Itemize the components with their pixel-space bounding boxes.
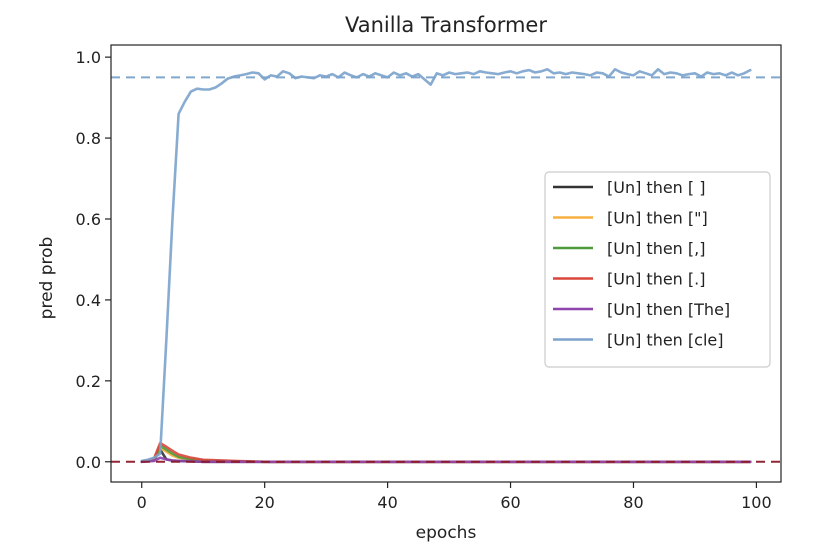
legend-box — [544, 171, 771, 368]
series-line-5 — [140, 67, 752, 463]
x-tick-label: 80 — [623, 493, 643, 512]
y-tick-label: 1.0 — [76, 48, 101, 67]
legend-label: [Un] then [The] — [607, 300, 730, 319]
chart-title: Vanilla Transformer — [345, 13, 547, 37]
legend: [Un] then [ ] [Un] then ["] [Un] then [,] [… — [544, 171, 771, 368]
legend-label: [Un] then [cle] — [607, 331, 723, 350]
axes: 0 20 40 60 80 100 0.0 0.2 0.4 0.6 0.8 1.0 — [76, 44, 782, 512]
x-tick-label: 100 — [741, 493, 772, 512]
y-tick-label: 0.4 — [76, 291, 101, 310]
y-tick-label: 0.0 — [76, 453, 101, 472]
x-tick-label: 40 — [377, 493, 397, 512]
x-tick-label: 20 — [254, 493, 274, 512]
x-tick-label: 0 — [137, 493, 147, 512]
y-axis-label: pred prob — [37, 237, 57, 320]
legend-label: [Un] then [ ] — [607, 178, 705, 197]
legend-label: [Un] then ["] — [607, 209, 708, 228]
legend-label: [Un] then [,] — [607, 239, 705, 258]
y-tick-label: 0.6 — [76, 210, 101, 229]
series-line-3 — [140, 441, 752, 464]
x-tick-label: 60 — [500, 493, 520, 512]
series-line-2 — [140, 444, 752, 464]
plot-area — [111, 67, 781, 464]
x-axis-label: epochs — [416, 523, 477, 543]
legend-label: [Un] then [.] — [607, 270, 705, 289]
axes-frame — [110, 44, 782, 483]
y-tick-label: 0.8 — [76, 129, 101, 148]
y-tick-label: 0.2 — [76, 372, 101, 391]
